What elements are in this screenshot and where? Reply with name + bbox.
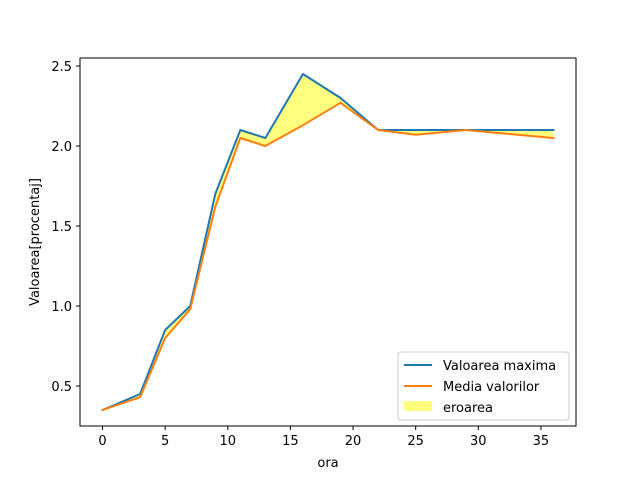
series-lines-layer (101, 73, 555, 412)
legend: Valoarea maxima Media valorilor eroarea (397, 351, 570, 421)
legend-label-media-valorilor: Media valorilor (443, 380, 540, 395)
x-tick-label: 15 (282, 434, 299, 449)
legend-label-eroarea: eroarea (443, 401, 493, 416)
x-tick-label: 30 (470, 434, 487, 449)
x-axis-ticks: 0 5 10 15 20 25 30 35 (98, 426, 549, 449)
y-tick-label: 2.5 (51, 60, 72, 75)
y-tick-label: 1.0 (51, 300, 72, 315)
y-axis-label: Valoarea[procentaj] (28, 178, 43, 306)
y-axis-ticks: 0.5 1.0 1.5 2.0 2.5 (51, 60, 80, 395)
x-tick-label: 35 (533, 434, 550, 449)
legend-swatch-eroarea (404, 401, 432, 411)
x-tick-label: 10 (220, 434, 237, 449)
y-tick-label: 0.5 (51, 380, 72, 395)
series-line-valoarea-maxima (101, 73, 555, 412)
y-tick-label: 2.0 (51, 140, 72, 155)
plot-frame (79, 57, 577, 427)
x-tick-label: 0 (98, 434, 106, 449)
legend-box (397, 351, 570, 421)
x-tick-label: 5 (161, 434, 169, 449)
legend-label-valoarea-maxima: Valoarea maxima (443, 359, 556, 374)
x-tick-label: 20 (345, 434, 362, 449)
x-tick-label: 25 (407, 434, 424, 449)
y-tick-label: 1.5 (51, 220, 72, 235)
series-line-media-valorilor (101, 101, 555, 412)
x-axis-label: ora (317, 456, 338, 471)
